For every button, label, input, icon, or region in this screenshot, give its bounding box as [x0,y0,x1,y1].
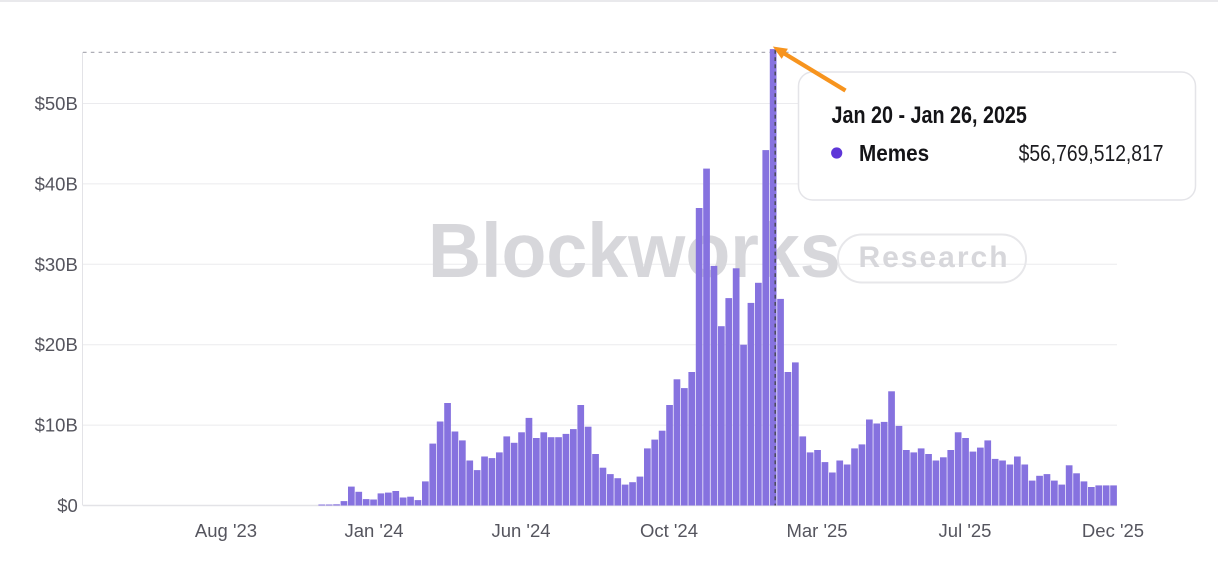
svg-text:$10B: $10B [35,415,78,436]
svg-text:Research: Research [858,241,1009,274]
svg-text:$0: $0 [57,495,78,516]
svg-text:Mar '25: Mar '25 [786,520,847,541]
svg-text:Jul '25: Jul '25 [939,520,992,541]
svg-text:$20B: $20B [35,334,78,355]
svg-text:Dec '25: Dec '25 [1082,520,1144,541]
svg-text:Jan '24: Jan '24 [344,520,403,541]
svg-text:Aug '23: Aug '23 [195,520,257,541]
svg-text:$40B: $40B [35,173,78,194]
svg-text:$50B: $50B [35,93,78,114]
svg-text:Jan 20 - Jan 26, 2025: Jan 20 - Jan 26, 2025 [832,101,1027,129]
svg-text:Blockworks: Blockworks [428,207,841,293]
svg-text:$30B: $30B [35,254,78,275]
svg-text:Oct '24: Oct '24 [640,520,698,541]
svg-text:$56,769,512,817: $56,769,512,817 [1019,142,1164,167]
svg-text:Jun '24: Jun '24 [491,520,550,541]
svg-text:Memes: Memes [859,140,929,166]
